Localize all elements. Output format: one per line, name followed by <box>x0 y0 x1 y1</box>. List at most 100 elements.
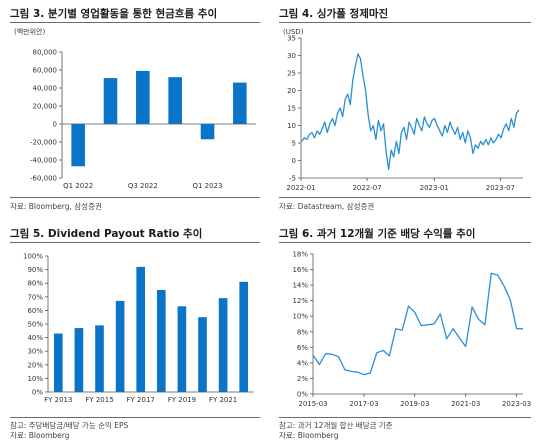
x-tick-label: 2023-07 <box>486 184 515 192</box>
y-tick-label: 0% <box>297 391 308 399</box>
panel-dividend-yield: 그림 6. 과거 12개월 기준 배당 수익률 추이 18% 16% 14% 12% 1… <box>279 226 531 441</box>
x-tick-label: Q1 2022 <box>63 182 93 190</box>
bar <box>177 306 187 392</box>
series-line <box>312 272 523 376</box>
x-tick-label: 2015-03 <box>298 400 327 408</box>
cashflow-bar-chart: (백만위안) 80,000 60,000 40,000 20,000 0 -20,000 -4… <box>14 27 256 190</box>
panel-title: 그림 6. 과거 12개월 기준 배당 수익률 추이 <box>279 228 476 240</box>
y-tick-label: 100% <box>23 253 43 261</box>
y-tick-label: 30 <box>287 52 296 60</box>
x-tick-label: 2022-01 <box>286 184 315 192</box>
panel-payout-ratio: 그림 5. Dividend Payout Ratio 추이 100% 90% 80… <box>10 226 260 441</box>
bar <box>71 124 85 167</box>
x-tick-label: 2022-07 <box>352 184 381 192</box>
y-tick-label: 25 <box>287 70 296 78</box>
unit-label: (백만위안) <box>14 27 45 36</box>
y-tick-label: 12% <box>292 297 308 305</box>
y-tick-label: 10 <box>287 122 296 130</box>
bar <box>115 300 125 392</box>
x-tick-label: 2023-03 <box>502 400 531 408</box>
bar <box>136 70 150 124</box>
y-tick-label: 70% <box>27 293 43 301</box>
x-tick-label: Q3 2022 <box>128 182 158 190</box>
y-tick-label: 4% <box>297 359 308 367</box>
y-tick-label: 20,000 <box>33 103 58 111</box>
bar <box>200 124 215 140</box>
series-line <box>301 53 520 170</box>
panel-title: 그림 3. 분기별 영업활동을 통한 현금흐름 추이 <box>10 8 218 20</box>
y-tick-label: 0 <box>292 157 296 165</box>
bottom-rule <box>10 417 260 418</box>
source-note: 자료: Bloomberg, 삼성증권 <box>10 202 102 211</box>
bottom-rule <box>279 197 531 198</box>
x-tick-label: FY 2015 <box>85 396 113 404</box>
x-tick-label: 2021-03 <box>451 400 480 408</box>
y-tick-label: 80,000 <box>33 49 58 57</box>
y-tick-label: -5 <box>289 175 296 183</box>
y-tick-label: 5 <box>292 140 296 148</box>
panel-refining-margin: 그림 4. 싱가폴 정제마진 (USD) 35 30 25 20 15 10 5 0 -5 2022… <box>279 6 531 211</box>
y-tick-label: 80% <box>27 280 43 288</box>
source-note: 자료: Bloomberg <box>10 431 70 440</box>
title-rule <box>10 242 260 243</box>
y-tick-label: 40% <box>27 334 43 342</box>
note: 참고: 주당배당금/배당 가능 순익 EPS <box>10 421 129 430</box>
y-tick-label: 30% <box>27 348 43 356</box>
bar <box>168 77 182 124</box>
unit-label: (USD) <box>283 28 304 36</box>
y-tick-label: 35 <box>287 35 296 43</box>
y-tick-label: 6% <box>297 344 308 352</box>
y-tick-label: 18% <box>292 251 308 259</box>
bar <box>218 298 228 392</box>
x-tick-label: FY 2013 <box>44 396 72 404</box>
y-tick-label: 8% <box>297 328 308 336</box>
dividend-yield-line-chart: 18% 16% 14% 12% 10% 8% 6% 4% 2% 0%2015-03 2017-03 2… <box>292 251 531 409</box>
source-note: 자료: Bloomberg <box>279 431 339 440</box>
x-tick-label: FY 2017 <box>127 396 155 404</box>
source-note: 자료: Datastream, 삼성증권 <box>279 202 375 211</box>
title-rule <box>10 22 260 23</box>
y-tick-label: -60,000 <box>30 175 57 183</box>
bar <box>95 325 104 392</box>
y-tick-label: 90% <box>27 266 43 274</box>
y-tick-label: 60% <box>27 307 43 315</box>
bar <box>233 82 247 124</box>
x-tick-label: 2017-03 <box>349 400 378 408</box>
bar <box>198 317 207 392</box>
panel-title: 그림 4. 싱가폴 정제마진 <box>279 8 389 20</box>
y-tick-label: 20 <box>287 87 296 95</box>
x-tick-label: 2019-03 <box>400 400 429 408</box>
y-tick-label: 16% <box>292 266 308 274</box>
y-tick-label: -20,000 <box>30 139 57 147</box>
y-tick-label: 14% <box>292 282 308 290</box>
title-rule <box>279 242 531 243</box>
y-tick-label: 0% <box>32 389 43 397</box>
y-tick-label: 40,000 <box>33 85 58 93</box>
y-tick-label: 10% <box>27 375 43 383</box>
y-tick-label: 60,000 <box>33 67 58 75</box>
y-tick-label: 10% <box>292 313 308 321</box>
bottom-rule <box>279 417 531 418</box>
y-tick-label: 50% <box>27 321 43 329</box>
x-tick-label: Q1 2023 <box>192 182 222 190</box>
note: 참고: 과거 12개월 합산 배당금 기준 <box>279 421 393 430</box>
title-rule <box>279 22 531 23</box>
y-tick-label: 15 <box>287 105 296 113</box>
x-tick-label: FY 2019 <box>168 396 196 404</box>
bottom-rule <box>10 197 260 198</box>
x-tick-label: 2023-01 <box>420 184 449 192</box>
y-tick-label: 0 <box>53 121 57 129</box>
bar <box>239 281 249 392</box>
panel-cashflow: 그림 3. 분기별 영업활동을 통한 현금흐름 추이 (백만위안) 80,000 6… <box>10 6 260 211</box>
panel-title: 그림 5. Dividend Payout Ratio 추이 <box>10 228 203 240</box>
y-tick-label: -40,000 <box>30 157 57 165</box>
bar <box>74 328 84 392</box>
x-tick-label: FY 2021 <box>209 396 237 404</box>
bar <box>156 290 166 392</box>
y-tick-label: 20% <box>27 361 43 369</box>
y-tick-label: 2% <box>297 375 308 383</box>
bar <box>136 266 146 392</box>
payout-ratio-bar-chart: 100% 90% 80% 70% 60% 50% 40% 30% 20% 10% 0%FY 2013… <box>23 253 254 404</box>
bar <box>53 333 63 392</box>
